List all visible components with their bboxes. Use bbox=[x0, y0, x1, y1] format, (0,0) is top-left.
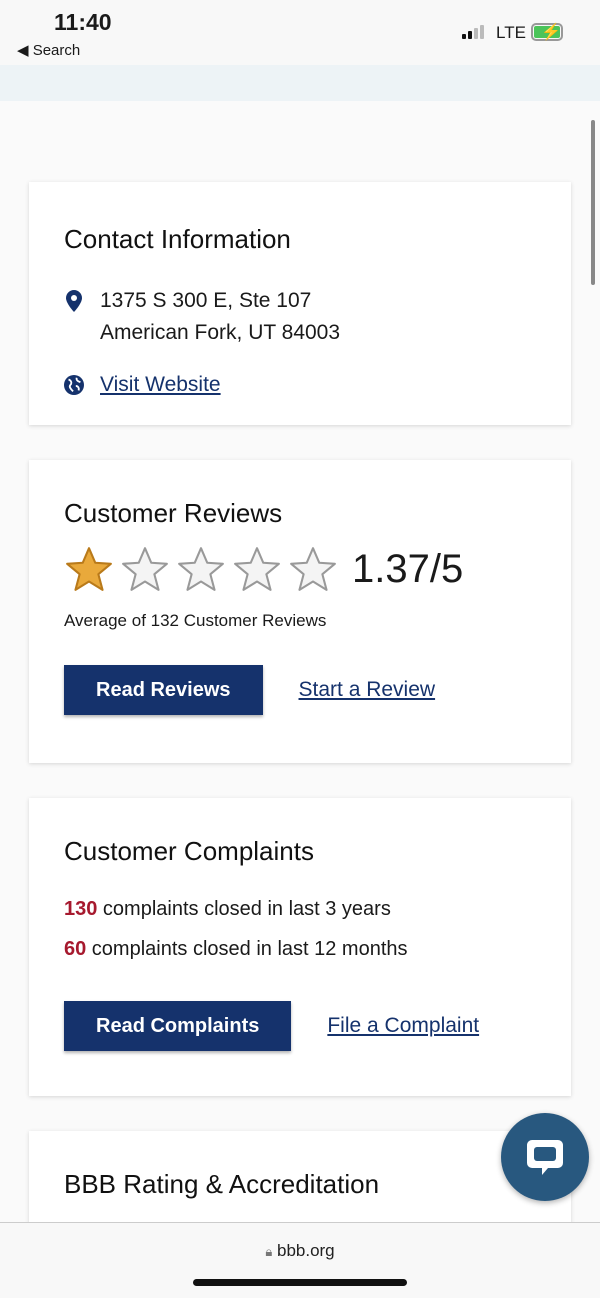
contact-title: Contact Information bbox=[64, 224, 291, 254]
home-indicator[interactable] bbox=[193, 1279, 407, 1286]
address-line1: 1375 S 300 E, Ste 107 bbox=[100, 289, 312, 312]
complaints-title: Customer Complaints bbox=[64, 836, 314, 866]
complaints-12-months: 60 complaints closed in last 12 months bbox=[64, 929, 536, 969]
chat-button[interactable] bbox=[501, 1113, 589, 1201]
visit-website-link[interactable]: Visit Website bbox=[100, 373, 221, 396]
address-line2: American Fork, UT 84003 bbox=[100, 321, 341, 344]
rating-card: BBB Rating & Accreditation bbox=[29, 1131, 571, 1231]
back-to-search[interactable]: ◀ Search bbox=[17, 42, 81, 59]
url-field[interactable]: 🔒︎ bbb.org bbox=[0, 1241, 600, 1261]
read-reviews-button[interactable]: Read Reviews bbox=[64, 665, 263, 715]
complaint-count: 130 bbox=[64, 898, 98, 920]
website-row: Visit Website bbox=[64, 369, 536, 401]
file-complaint-link[interactable]: File a Complaint bbox=[327, 1014, 480, 1037]
status-bar: 11:40 ◀ Search LTE ⚡ bbox=[0, 0, 600, 65]
header-band bbox=[0, 65, 600, 101]
reviews-summary: Average of 132 Customer Reviews bbox=[64, 611, 327, 630]
complaint-text: complaints closed in last 3 years bbox=[97, 898, 391, 920]
reviews-title: Customer Reviews bbox=[64, 498, 283, 528]
complaints-3-years: 130 complaints closed in last 3 years bbox=[64, 889, 536, 929]
browser-bar: 🔒︎ bbb.org bbox=[0, 1222, 600, 1298]
network-label: LTE bbox=[496, 23, 526, 42]
scrollbar[interactable] bbox=[591, 120, 595, 285]
complaint-text: complaints closed in last 12 months bbox=[86, 938, 408, 960]
lock-icon: 🔒︎ bbox=[265, 1244, 273, 1259]
start-review-link[interactable]: Start a Review bbox=[298, 678, 436, 701]
reviews-card: Customer Reviews 1.37/5 Average of 132 C… bbox=[29, 460, 571, 763]
star-empty-icon bbox=[178, 547, 224, 591]
rating-score: 1.37/5 bbox=[352, 546, 464, 591]
complaints-card: Customer Complaints 130 complaints close… bbox=[29, 798, 571, 1096]
star-empty-icon bbox=[122, 547, 168, 591]
battery-icon: ⚡ bbox=[531, 23, 563, 41]
address: 1375 S 300 E, Ste 107 American Fork, UT 8… bbox=[64, 285, 536, 349]
signal-icon bbox=[462, 25, 484, 39]
contact-card: Contact Information 1375 S 300 E, Ste 10… bbox=[29, 182, 571, 425]
star-filled-icon bbox=[66, 547, 112, 591]
clock: 11:40 bbox=[54, 9, 112, 35]
star-empty-icon bbox=[234, 547, 280, 591]
read-complaints-button[interactable]: Read Complaints bbox=[64, 1001, 292, 1051]
chat-bubble-icon bbox=[527, 1140, 563, 1175]
back-label: Search bbox=[32, 42, 81, 59]
rating-title: BBB Rating & Accreditation bbox=[64, 1169, 380, 1199]
complaint-count: 60 bbox=[64, 938, 87, 960]
url-text: bbb.org bbox=[276, 1241, 335, 1260]
globe-icon bbox=[64, 369, 84, 396]
map-pin-icon bbox=[64, 285, 84, 312]
star-empty-icon bbox=[290, 547, 336, 591]
star-rating: 1.37/5 bbox=[64, 545, 536, 593]
